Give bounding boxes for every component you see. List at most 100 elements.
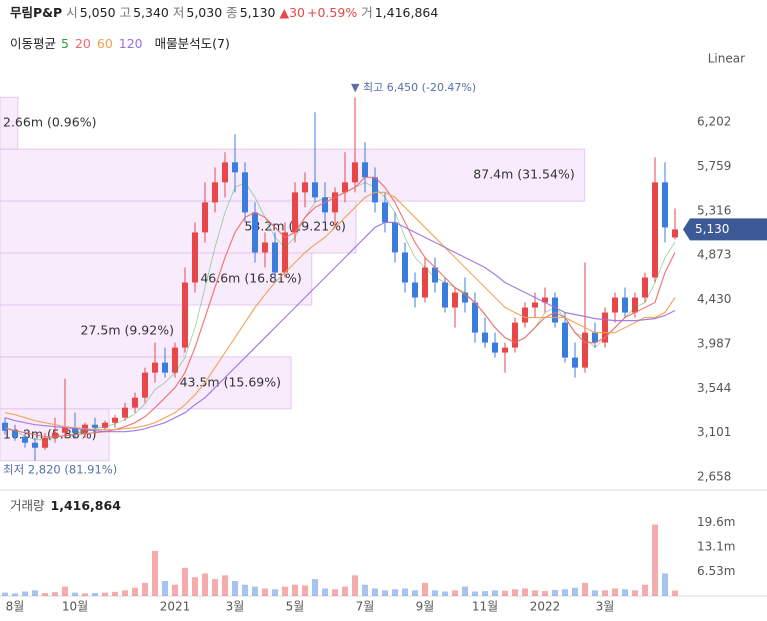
candle-body — [152, 362, 158, 373]
volume-bar — [412, 590, 418, 596]
volume-tick-label: 19.6m — [697, 515, 735, 529]
high-annotation: ▼ 최고 6,450 (-20.47%) — [351, 81, 476, 94]
candle-body — [492, 342, 498, 353]
legend-entry: 60 — [96, 36, 113, 51]
profile-label: 87.4m (31.54%) — [473, 167, 574, 182]
volume-bar — [652, 524, 658, 596]
candle-body — [602, 312, 608, 343]
volume-bar — [432, 590, 438, 596]
volume-bar — [22, 591, 28, 596]
y-tick-label: 3,544 — [697, 381, 731, 395]
candle-body — [672, 229, 678, 238]
candle-body — [242, 172, 248, 213]
candle-body — [32, 442, 38, 448]
candle-body — [292, 192, 298, 233]
y-tick-label: 4,873 — [697, 248, 731, 262]
y-tick-label: 5,316 — [697, 203, 731, 217]
volume-bar — [282, 586, 288, 596]
candle-body — [422, 267, 428, 298]
low-annotation: 최저 2,820 (81.91%) — [3, 462, 117, 476]
volume-bar — [72, 592, 78, 596]
volume-bar — [362, 584, 368, 596]
volume-bar — [182, 567, 188, 596]
candle-body — [572, 357, 578, 368]
volume-bar — [542, 591, 548, 596]
candle-body — [542, 297, 548, 303]
volume-bar — [332, 589, 338, 596]
volume-bar — [482, 591, 488, 596]
volume-bar — [32, 590, 38, 596]
candle-body — [382, 202, 388, 223]
volume-bar — [252, 586, 258, 596]
volume-bar — [602, 590, 608, 596]
candle-body — [232, 162, 238, 173]
candle-body — [282, 232, 288, 273]
volume-tick-label: 13.1m — [697, 539, 735, 553]
candle-body — [262, 242, 268, 253]
volume-bar — [402, 588, 408, 596]
ma-line — [4, 221, 676, 433]
volume-title-label: 거래량 — [10, 498, 45, 513]
volume-bar — [452, 590, 458, 596]
volume-bar — [132, 587, 138, 596]
volume-bar — [162, 580, 168, 596]
candle-body — [442, 282, 448, 308]
volume-bar — [62, 586, 68, 596]
candle-body — [612, 297, 618, 313]
candle-body — [652, 182, 658, 278]
candle-body — [142, 372, 148, 398]
candle-body — [432, 267, 438, 283]
candle-body — [562, 322, 568, 358]
volume-bar — [422, 582, 428, 596]
candle-body — [532, 302, 538, 308]
candle-body — [582, 332, 588, 368]
profile-label: 43.5m (15.69%) — [180, 374, 281, 389]
volume-bar — [102, 592, 108, 596]
candle-body — [642, 277, 648, 298]
volume-bar — [392, 589, 398, 596]
candle-body — [162, 362, 168, 373]
volume-bar — [152, 550, 158, 596]
candle-body — [302, 182, 308, 193]
volume-bar — [52, 592, 58, 596]
volume-title: 거래량 1,416,864 — [10, 498, 121, 513]
volume-bar — [632, 590, 638, 596]
volume-bar — [12, 593, 18, 596]
volume-bar — [582, 582, 588, 596]
volume-bar — [272, 589, 278, 596]
candle-body — [172, 347, 178, 373]
ohlc-label: 시 — [66, 5, 78, 20]
x-tick-label: 3월 — [226, 600, 245, 614]
volume-bar — [672, 590, 678, 596]
candle-body — [622, 297, 628, 313]
candle-body — [632, 297, 638, 313]
candle-body — [482, 332, 488, 343]
y-tick-label: 4,430 — [697, 292, 731, 306]
x-tick-label: 9월 — [416, 600, 435, 614]
volume-bar — [522, 588, 528, 596]
volume-bar — [532, 590, 538, 596]
volume-bar — [212, 579, 218, 596]
volume-bar — [92, 592, 98, 596]
candle-body — [222, 162, 228, 183]
x-tick-label: 2022 — [530, 600, 561, 614]
volume-bar — [382, 590, 388, 596]
volume-bar — [342, 586, 348, 596]
candle-body — [212, 182, 218, 203]
candle-body — [112, 417, 118, 423]
candle-body — [192, 232, 198, 283]
volume-label: 거 — [361, 5, 373, 20]
profile-bar — [0, 252, 313, 306]
price-tag-label: 5,130 — [695, 222, 729, 236]
candle-body — [392, 222, 398, 253]
candle-body — [452, 292, 458, 308]
volume-bar — [42, 592, 48, 596]
scale-mode[interactable]: Linear — [708, 52, 745, 66]
candle-body — [462, 292, 468, 303]
ma-label: 이동평균 — [10, 36, 57, 51]
volume-bar — [442, 591, 448, 596]
ohlc-value: 5,340 — [133, 5, 169, 20]
candle-body — [312, 182, 318, 198]
x-tick-label: 7월 — [356, 600, 375, 614]
